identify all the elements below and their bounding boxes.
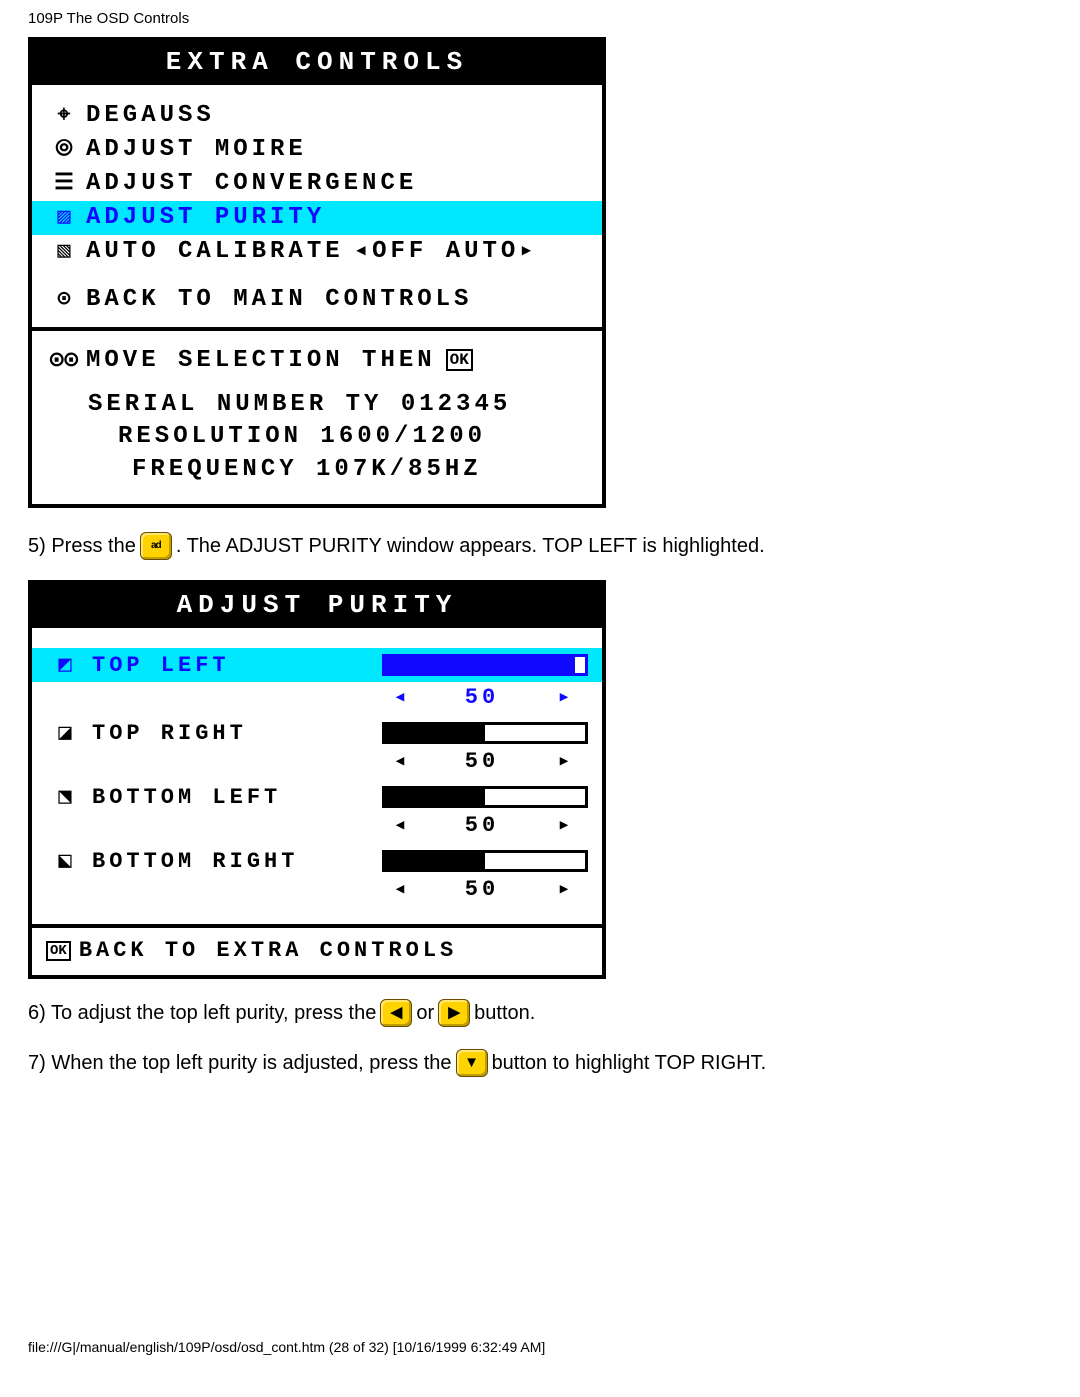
step6-post: button. <box>474 997 535 1029</box>
menu-item[interactable]: ▨ADJUST PURITY <box>32 201 602 235</box>
back-to-extra-label: BACK TO EXTRA CONTROLS <box>79 938 457 963</box>
extra-controls-title: EXTRA CONTROLS <box>32 41 602 85</box>
ok-icon: OK <box>446 349 473 371</box>
page-header: 109P The OSD Controls <box>28 10 1060 27</box>
resolution: RESOLUTION 1600/1200 <box>88 421 602 453</box>
move-selection-label: MOVE SELECTION THEN <box>86 347 436 374</box>
purity-icon: ⬕ <box>38 848 92 874</box>
menu-item-label: AUTO CALIBRATE <box>86 237 344 267</box>
increase-arrow[interactable]: ▸ <box>546 812 582 838</box>
purity-row[interactable]: ◪TOP RIGHT <box>32 720 602 746</box>
back-to-extra-row[interactable]: OK BACK TO EXTRA CONTROLS <box>32 928 602 975</box>
increase-arrow[interactable]: ▸ <box>546 876 582 902</box>
extra-controls-body: ⌖DEGAUSS⦾ADJUST MOIRE☰ADJUST CONVERGENCE… <box>32 85 602 504</box>
decrease-arrow[interactable]: ◂ <box>382 684 418 710</box>
increase-arrow[interactable]: ▸ <box>546 684 582 710</box>
purity-label: BOTTOM LEFT <box>92 785 382 810</box>
info-block: SERIAL NUMBER TY 012345 RESOLUTION 1600/… <box>32 385 602 496</box>
footer-path: file:///G|/manual/english/109P/osd/osd_c… <box>28 1339 1060 1355</box>
back-to-main-row[interactable]: ⊙ BACK TO MAIN CONTROLS <box>32 283 602 317</box>
menu-item-icon: ▧ <box>42 238 86 266</box>
adjust-purity-body: ◩TOP LEFT◂50▸◪TOP RIGHT◂50▸⬔BOTTOM LEFT◂… <box>32 628 602 918</box>
step-5-text: 5) Press the ad . The ADJUST PURITY wind… <box>28 530 1060 562</box>
purity-icon: ◪ <box>38 720 92 746</box>
step5-pre: 5) Press the <box>28 530 136 562</box>
increase-arrow[interactable]: ▸ <box>546 748 582 774</box>
purity-value: 50 <box>418 877 546 902</box>
step-6-text: 6) To adjust the top left purity, press … <box>28 997 1060 1029</box>
menu-item-label: ADJUST MOIRE <box>86 135 307 165</box>
purity-label: BOTTOM RIGHT <box>92 849 382 874</box>
menu-item-icon: ⌖ <box>42 102 86 130</box>
back-to-main-label: BACK TO MAIN CONTROLS <box>86 285 472 315</box>
updown-arrow-icon: ⊙⊙ <box>42 345 86 375</box>
menu-item-icon: ⦾ <box>42 136 86 164</box>
step6-pre: 6) To adjust the top left purity, press … <box>28 997 376 1029</box>
purity-row[interactable]: ⬕BOTTOM RIGHT <box>32 848 602 874</box>
decrease-arrow[interactable]: ◂ <box>382 876 418 902</box>
step7-pre: 7) When the top left purity is adjusted,… <box>28 1047 452 1079</box>
serial-number: SERIAL NUMBER TY 012345 <box>88 389 602 421</box>
purity-row[interactable]: ⬔BOTTOM LEFT <box>32 784 602 810</box>
down-button-icon: ▼ <box>456 1049 488 1077</box>
purity-value: 50 <box>418 813 546 838</box>
menu-item[interactable]: ⦾ADJUST MOIRE <box>32 133 602 167</box>
menu-item-icon: ☰ <box>42 170 86 198</box>
purity-value: 50 <box>418 685 546 710</box>
menu-item-label: ADJUST PURITY <box>86 203 325 233</box>
purity-value: 50 <box>418 749 546 774</box>
menu-item-label: ADJUST CONVERGENCE <box>86 169 417 199</box>
separator <box>32 327 602 331</box>
purity-value-row: ◂50▸ <box>32 810 602 848</box>
purity-bar <box>382 850 588 872</box>
purity-bar <box>382 786 588 808</box>
purity-value-row: ◂50▸ <box>32 682 602 720</box>
step5-post: . The ADJUST PURITY window appears. TOP … <box>176 530 765 562</box>
purity-icon: ◩ <box>38 652 92 678</box>
extra-controls-osd: EXTRA CONTROLS ⌖DEGAUSS⦾ADJUST MOIRE☰ADJ… <box>28 37 606 508</box>
ok-icon: OK <box>46 941 71 961</box>
purity-bar <box>382 654 588 676</box>
purity-label: TOP RIGHT <box>92 721 382 746</box>
menu-item[interactable]: ☰ADJUST CONVERGENCE <box>32 167 602 201</box>
decrease-arrow[interactable]: ◂ <box>382 748 418 774</box>
purity-bar <box>382 722 588 744</box>
ad-button-icon: ad <box>140 532 172 560</box>
decrease-arrow[interactable]: ◂ <box>382 812 418 838</box>
menu-item-label: DEGAUSS <box>86 101 215 131</box>
menu-item[interactable]: ⌖DEGAUSS <box>32 99 602 133</box>
right-button-icon: ▶ <box>438 999 470 1027</box>
step7-post: button to highlight TOP RIGHT. <box>492 1047 767 1079</box>
menu-item[interactable]: ▧AUTO CALIBRATE ◂OFF AUTO▸ <box>32 235 602 269</box>
step-7-text: 7) When the top left purity is adjusted,… <box>28 1047 1060 1079</box>
purity-label: TOP LEFT <box>92 653 382 678</box>
adjust-purity-title: ADJUST PURITY <box>32 584 602 628</box>
purity-value-row: ◂50▸ <box>32 874 602 912</box>
purity-value-row: ◂50▸ <box>32 746 602 784</box>
step6-mid: or <box>416 997 434 1029</box>
menu-item-extra: ◂OFF AUTO▸ <box>354 237 538 267</box>
purity-icon: ⬔ <box>38 784 92 810</box>
left-button-icon: ◀ <box>380 999 412 1027</box>
down-arrow-icon: ⊙ <box>42 286 86 314</box>
frequency: FREQUENCY 107K/85HZ <box>88 454 602 486</box>
move-selection-row: ⊙⊙ MOVE SELECTION THEN OK <box>32 339 602 385</box>
menu-item-icon: ▨ <box>42 204 86 232</box>
purity-row[interactable]: ◩TOP LEFT <box>32 648 602 682</box>
adjust-purity-osd: ADJUST PURITY ◩TOP LEFT◂50▸◪TOP RIGHT◂50… <box>28 580 606 979</box>
